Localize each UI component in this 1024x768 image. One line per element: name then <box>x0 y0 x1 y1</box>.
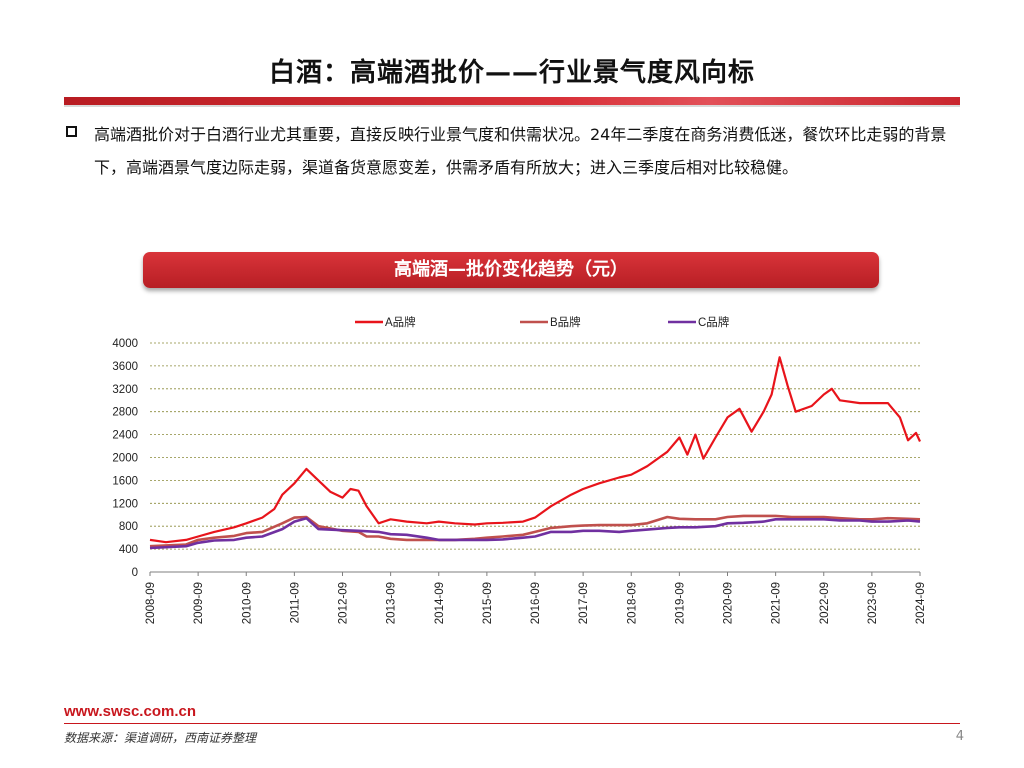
y-tick-label: 2800 <box>112 407 138 419</box>
y-axis: 0 400 800 1200 1600 2000 2400 2800 3200 3600 4000 <box>112 338 138 579</box>
legend-label: A品牌 <box>385 315 416 329</box>
y-tick-label: 1600 <box>112 475 138 487</box>
x-tick-label: 2024-09 <box>915 582 927 624</box>
x-tick-label: 2008-09 <box>145 582 157 624</box>
legend-label: C品牌 <box>698 315 729 329</box>
bullet-square-icon <box>66 126 77 137</box>
bullet-text: 高端酒批价对于白酒行业尤其重要，直接反映行业景气度和供需状况。24年二季度在商务… <box>94 125 947 177</box>
x-tick-label: 2017-09 <box>578 582 590 624</box>
x-tick-label: 2019-09 <box>674 582 686 624</box>
y-tick-label: 2400 <box>112 430 138 442</box>
series-line-1 <box>149 356 921 544</box>
x-tick-label: 2012-09 <box>338 582 350 624</box>
x-tick-label: 2014-09 <box>434 582 446 624</box>
x-tick-label: 2011-09 <box>289 582 301 623</box>
title-underline-bar <box>64 97 960 105</box>
x-tick-label: 2013-09 <box>386 582 398 624</box>
data-source-note: 数据来源：渠道调研，西南证券整理 <box>64 731 257 745</box>
y-tick-label: 4000 <box>112 338 138 350</box>
y-tick-label: 400 <box>119 544 138 556</box>
y-tick-label: 2000 <box>112 453 138 465</box>
y-tick-label: 0 <box>132 567 138 579</box>
chart-header-banner: 高端酒—批价变化趋势（元） <box>143 252 879 288</box>
y-tick-label: 1200 <box>112 498 138 510</box>
x-tick-label: 2015-09 <box>482 582 494 624</box>
x-tick-label: 2022-09 <box>819 582 831 624</box>
x-tick-label: 2010-09 <box>241 582 253 624</box>
x-tick-label: 2018-09 <box>626 582 638 624</box>
price-trend-chart: A品牌 B品牌 C品牌 0 400 800 1200 1600 2000 2400 2800 320… <box>112 315 927 624</box>
chart-legend: A品牌 B品牌 C品牌 <box>355 315 729 329</box>
x-tick-label: 2016-09 <box>530 582 542 624</box>
slide-title: 白酒：高端酒批价——行业景气度风向标 <box>268 58 755 88</box>
page-number: 4 <box>955 729 964 744</box>
x-axis: 2008-09 2009-09 2010-09 2011-09 2012-09 2013-… <box>145 571 927 624</box>
x-tick-label: 2023-09 <box>867 582 879 624</box>
legend-label: B品牌 <box>550 315 581 329</box>
series-line-3 <box>149 516 921 550</box>
x-tick-label: 2020-09 <box>723 582 735 624</box>
title-underline-shadow <box>64 105 960 107</box>
series-line-2 <box>149 514 921 548</box>
x-tick-label: 2009-09 <box>193 582 205 624</box>
y-tick-label: 3600 <box>112 361 138 373</box>
website-url: www.swsc.com.cn <box>64 703 196 720</box>
plot-area <box>149 356 921 550</box>
footer-divider <box>64 723 960 724</box>
y-tick-label: 3200 <box>112 384 138 396</box>
y-tick-label: 800 <box>119 521 138 533</box>
x-tick-label: 2021-09 <box>771 582 783 624</box>
